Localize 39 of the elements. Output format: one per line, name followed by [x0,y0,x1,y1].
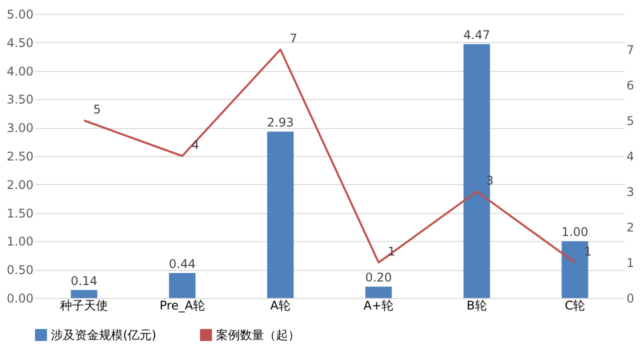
bar [70,290,98,298]
y2-tick-label: 2 [626,220,634,234]
y2-tick-label: 4 [626,150,634,164]
legend-label: 涉及资金规模(亿元) [51,328,156,342]
data-label: 0.14 [70,274,98,288]
x-tick-label: Pre_A轮 [160,298,205,312]
bar [365,286,392,298]
y-tick-label: 5.00 [6,8,34,22]
data-label: 4.47 [463,28,490,42]
legend-label: 案例数量（起） [216,328,300,342]
x-tick-label: B轮 [466,298,487,312]
y2-tick-label: 1 [626,256,634,270]
y-tick-label: 2.00 [6,178,34,192]
y-tick-label: 3.50 [6,92,34,107]
y-tick-label: 2.50 [6,150,34,164]
bar [267,132,294,298]
data-label: 0.20 [365,270,392,285]
data-label: 0.44 [168,257,196,272]
y-tick-label: 1.00 [6,234,34,249]
data-label: 7 [290,32,298,46]
y-tick-label: 0.00 [6,292,34,306]
bar [168,273,196,298]
y-tick-label: 1.50 [6,206,34,220]
data-label: 5 [93,102,101,116]
x-tick-label: 种子天使 [60,298,108,312]
y2-tick-label: 0 [626,292,634,306]
y-tick-label: 4.50 [6,36,34,50]
y-tick-label: 3.00 [6,121,34,136]
x-tick-label: A轮 [270,298,291,312]
data-label: 2.93 [267,116,294,130]
y2-tick-label: 5 [626,114,634,128]
y2-tick-label: 7 [626,43,634,57]
y-tick-label: 0.50 [6,263,34,278]
y2-tick-label: 3 [626,185,634,199]
data-label: 1.00 [562,225,588,240]
x-tick-label: A+轮 [363,298,394,312]
y2-tick-label: 6 [626,78,634,92]
y-tick-label: 4.00 [6,64,34,78]
x-tick-label: C轮 [564,298,586,312]
